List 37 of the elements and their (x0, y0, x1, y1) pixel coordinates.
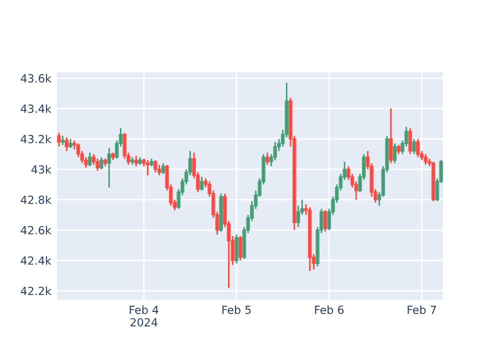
candlestick (396, 144, 401, 155)
candlestick (238, 235, 242, 262)
candlestick (154, 159, 158, 174)
y-tick-label: 43k (31, 165, 52, 174)
x-tick-label: Feb 7 (408, 305, 436, 314)
x-tick-label: Feb 5 (222, 305, 251, 314)
candlestick (157, 164, 162, 176)
candlestick (107, 147, 112, 188)
candlestick (412, 138, 416, 155)
y-tick-label: 42.4k (20, 256, 52, 265)
x-tick-label: Feb 4 2024 (130, 305, 158, 326)
x-tick-label: Feb 6 (315, 305, 344, 314)
candlestick (323, 210, 328, 232)
y-tick-label: 42.6k (20, 226, 52, 234)
candlestick (392, 142, 397, 164)
candlestick (161, 162, 166, 175)
candlestick (146, 159, 150, 176)
y-tick-label: 43.4k (20, 104, 52, 113)
candlestick (60, 135, 65, 146)
candlestick (408, 128, 412, 155)
candlestick (96, 158, 100, 172)
candlestick (57, 132, 61, 148)
candlestick (134, 154, 138, 167)
candlestick (234, 234, 238, 264)
y-tick-label: 43.6k (20, 74, 52, 83)
candlestick (99, 156, 104, 170)
y-tick-label: 43.2k (20, 134, 52, 144)
candlestick (200, 176, 204, 192)
candlestick (388, 108, 393, 164)
candlestick (416, 138, 420, 158)
y-tick-label: 42.2k (20, 286, 52, 295)
candlestick (424, 153, 428, 166)
candlestick (265, 152, 270, 166)
candlestick (68, 138, 72, 149)
candlestick (64, 136, 69, 152)
y-tick-label: 42.8k (20, 195, 52, 204)
candlestick (88, 152, 92, 167)
